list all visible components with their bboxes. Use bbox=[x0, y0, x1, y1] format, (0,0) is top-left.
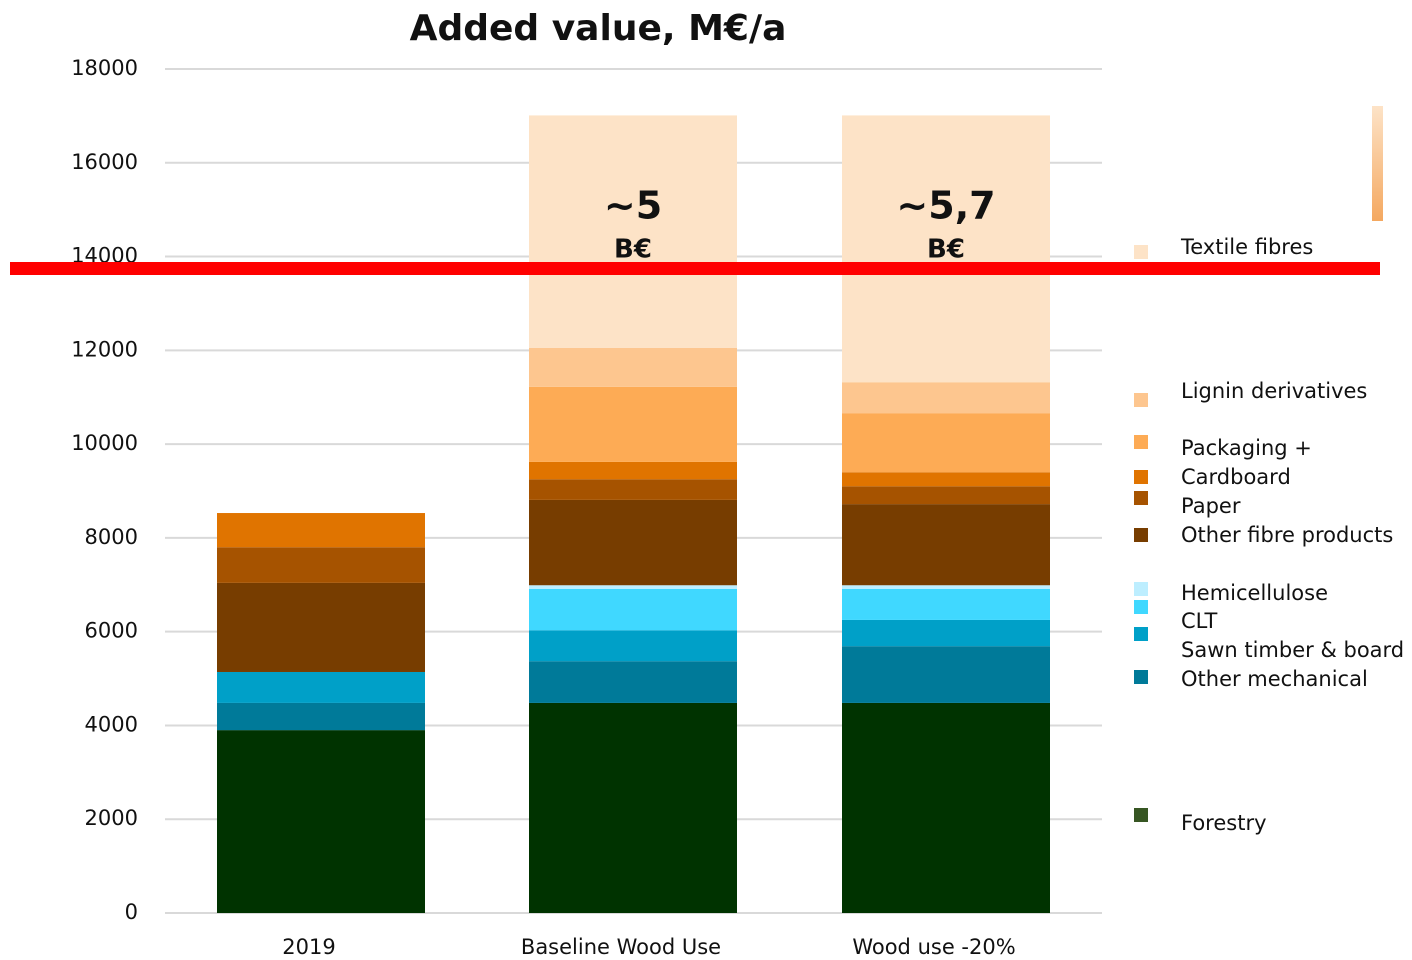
bar-segment bbox=[842, 588, 1050, 620]
bar-segment bbox=[217, 513, 425, 548]
bar-segment bbox=[842, 619, 1050, 647]
annotation: ~5 bbox=[604, 184, 662, 228]
legend-swatch bbox=[1134, 245, 1148, 259]
annotation: B€ bbox=[614, 235, 652, 265]
legend-label: Lignin derivatives bbox=[1181, 379, 1367, 403]
bar-segment bbox=[217, 671, 425, 703]
bar-segment bbox=[842, 646, 1050, 703]
bar-segment bbox=[217, 730, 425, 913]
annotation: ~5,7 bbox=[896, 184, 995, 228]
y-tick-label: 18000 bbox=[71, 56, 138, 80]
bar-segment bbox=[529, 585, 737, 589]
bar-segment bbox=[529, 347, 737, 387]
bar-segment bbox=[217, 702, 425, 731]
bar-segment bbox=[842, 504, 1050, 586]
bar-segment bbox=[842, 115, 1050, 383]
bar-segment bbox=[842, 585, 1050, 589]
annotation: B€ bbox=[927, 235, 965, 265]
bar-segment bbox=[529, 386, 737, 462]
bar-segment bbox=[529, 630, 737, 662]
x-tick-label: Baseline Wood Use bbox=[521, 935, 721, 959]
bar-segment bbox=[842, 472, 1050, 487]
legend-swatch bbox=[1134, 582, 1148, 596]
bar-segment bbox=[529, 702, 737, 913]
legend-label: Paper bbox=[1181, 494, 1241, 518]
legend-label: Textile fibres bbox=[1180, 235, 1313, 259]
bar-segment bbox=[529, 479, 737, 500]
legend-label: Sawn timber & board bbox=[1181, 638, 1404, 662]
x-tick-label: 2019 bbox=[282, 935, 335, 959]
legend-swatch bbox=[1134, 435, 1148, 449]
legend-label: Forestry bbox=[1181, 811, 1267, 835]
y-tick-label: 16000 bbox=[71, 150, 138, 174]
legend-label: Other mechanical bbox=[1181, 667, 1368, 691]
y-tick-label: 0 bbox=[125, 900, 138, 924]
bar-segment bbox=[842, 486, 1050, 505]
y-tick-label: 4000 bbox=[85, 712, 138, 736]
bar-segment bbox=[529, 588, 737, 631]
legend-swatch bbox=[1134, 393, 1148, 407]
bar-segment bbox=[842, 413, 1050, 473]
legend-swatch bbox=[1134, 491, 1148, 505]
legend-swatch bbox=[1134, 528, 1148, 542]
x-tick-label: Wood use -20% bbox=[852, 935, 1015, 959]
legend-swatch bbox=[1134, 670, 1148, 684]
legend-swatch bbox=[1134, 627, 1148, 641]
chart-title: Added value, M€/a bbox=[410, 8, 787, 49]
legend-label: Packaging + bbox=[1181, 436, 1312, 460]
legend-swatch bbox=[1134, 470, 1148, 484]
legend-label: Cardboard bbox=[1181, 465, 1291, 489]
bar-segment bbox=[217, 547, 425, 583]
bar-segment bbox=[529, 115, 737, 348]
legend-swatch bbox=[1134, 600, 1148, 614]
bar-segment bbox=[529, 661, 737, 703]
y-tick-label: 8000 bbox=[85, 525, 138, 549]
legend-label: CLT bbox=[1181, 609, 1217, 633]
bar-segment bbox=[529, 461, 737, 480]
y-tick-label: 2000 bbox=[85, 806, 138, 830]
bar-segment bbox=[842, 382, 1050, 414]
y-tick-label: 6000 bbox=[85, 619, 138, 643]
red-line bbox=[10, 262, 1380, 275]
y-tick-label: 10000 bbox=[71, 431, 138, 455]
bar-segment bbox=[529, 499, 737, 586]
bar-segment bbox=[217, 582, 425, 672]
bar-segment bbox=[842, 702, 1050, 913]
legend-label: Other fibre products bbox=[1181, 523, 1393, 547]
legend-swatch bbox=[1134, 808, 1148, 822]
color-strip bbox=[1372, 106, 1383, 221]
y-tick-label: 12000 bbox=[71, 337, 138, 361]
legend-label: Hemicellulose bbox=[1181, 581, 1328, 605]
